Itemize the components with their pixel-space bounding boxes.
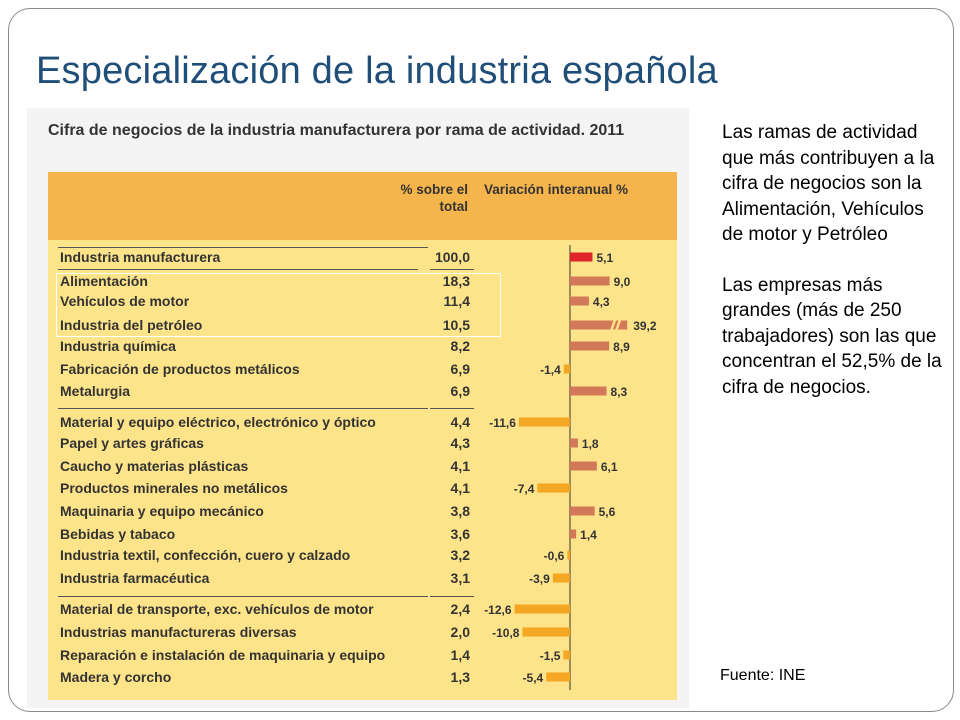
row-label: Fabricación de productos metálicos bbox=[60, 361, 300, 377]
variation-bar bbox=[570, 506, 595, 516]
row-percent: 4,4 bbox=[450, 414, 470, 430]
variation-bar bbox=[567, 550, 570, 560]
variation-value-label: -11,6 bbox=[489, 416, 516, 430]
variation-value-label: -0,6 bbox=[544, 549, 565, 563]
row-label: Caucho y materias plásticas bbox=[60, 458, 249, 474]
group-divider bbox=[430, 596, 474, 597]
group-divider bbox=[430, 408, 474, 409]
row-label: Industrias manufactureras diversas bbox=[60, 624, 297, 640]
variation-value-label: -7,4 bbox=[514, 482, 535, 496]
variation-bar bbox=[537, 483, 570, 493]
slide-title: Especialización de la industria española bbox=[36, 50, 718, 92]
row-label: Papel y artes gráficas bbox=[60, 435, 204, 451]
commentary: Las ramas de actividad que más contribuy… bbox=[722, 120, 942, 425]
row-percent: 2,0 bbox=[450, 624, 470, 640]
source-note: Fuente: INE bbox=[720, 667, 806, 684]
row-label: Industria química bbox=[60, 338, 176, 354]
row-divider bbox=[58, 247, 428, 248]
variation-bar bbox=[552, 573, 570, 583]
variation-value-label: -3,9 bbox=[529, 572, 550, 586]
row-divider bbox=[58, 269, 418, 270]
commentary-paragraph-1: Las ramas de actividad que más contribuy… bbox=[722, 122, 935, 245]
row-label: Maquinaria y equipo mecánico bbox=[60, 503, 264, 519]
variation-bar bbox=[570, 276, 610, 286]
row-label: Metalurgia bbox=[60, 383, 131, 399]
row-label: Madera y corcho bbox=[60, 669, 172, 685]
row-label: Industria del petróleo bbox=[60, 317, 203, 333]
row-percent: 3,6 bbox=[450, 526, 470, 542]
row-percent: 3,1 bbox=[450, 570, 470, 586]
row-label: Industria textil, confección, cuero y ca… bbox=[60, 547, 351, 563]
row-percent: 6,9 bbox=[450, 361, 470, 377]
variation-bar bbox=[563, 650, 570, 660]
row-label: Alimentación bbox=[60, 273, 148, 289]
row-label: Material de transporte, exc. vehículos d… bbox=[60, 601, 374, 617]
row-divider bbox=[430, 269, 474, 270]
row-label: Bebidas y tabaco bbox=[60, 526, 176, 542]
row-percent: 11,4 bbox=[443, 293, 470, 309]
variation-value-label: 5,1 bbox=[596, 251, 613, 265]
row-percent: 2,4 bbox=[450, 601, 470, 617]
variation-bar bbox=[570, 320, 628, 330]
row-label: Reparación e instalación de maquinaria y… bbox=[60, 647, 386, 663]
row-percent: 4,3 bbox=[450, 435, 470, 451]
variation-bar bbox=[518, 417, 570, 427]
group-divider bbox=[58, 408, 428, 409]
variation-bar bbox=[563, 364, 570, 374]
variation-bar bbox=[522, 627, 570, 637]
row-percent: 18,3 bbox=[442, 273, 470, 289]
row-percent: 4,1 bbox=[450, 458, 470, 474]
table-header bbox=[48, 172, 677, 240]
variation-value-label: -1,5 bbox=[540, 649, 561, 663]
row-label: Material y equipo eléctrico, electrónico… bbox=[60, 414, 376, 430]
highlight-box bbox=[56, 273, 501, 337]
variation-bar bbox=[570, 386, 607, 396]
row-percent: 3,2 bbox=[450, 547, 470, 563]
row-percent: 1,3 bbox=[450, 669, 470, 685]
row-percent: 100,0 bbox=[434, 249, 470, 265]
variation-bar bbox=[570, 529, 577, 539]
group-divider bbox=[58, 596, 428, 597]
row-percent: 6,9 bbox=[450, 383, 470, 399]
variation-bar bbox=[546, 672, 570, 682]
axis-break-mark bbox=[610, 319, 622, 331]
variation-value-label: -5,4 bbox=[523, 671, 544, 685]
figure-title: Cifra de negocios de la industria manufa… bbox=[48, 122, 625, 139]
row-percent: 8,2 bbox=[450, 338, 470, 354]
variation-bar bbox=[570, 296, 589, 306]
variation-value-label: -1,4 bbox=[540, 363, 561, 377]
variation-column-header: Variación interanual % bbox=[484, 182, 629, 197]
variation-value-label: 6,1 bbox=[601, 460, 618, 474]
row-label: Industria farmacéutica bbox=[60, 570, 210, 586]
variation-value-label: 5,6 bbox=[599, 505, 616, 519]
commentary-paragraph-2: Las empresas más grandes (más de 250 tra… bbox=[722, 274, 942, 398]
row-percent: 1,4 bbox=[450, 647, 470, 663]
row-label: Productos minerales no metálicos bbox=[60, 480, 288, 496]
variation-value-label: -12,6 bbox=[484, 603, 512, 617]
variation-bar bbox=[570, 341, 610, 351]
variation-value-label: 1,4 bbox=[580, 528, 597, 542]
row-percent: 10,5 bbox=[442, 317, 470, 333]
variation-value-label: 9,0 bbox=[614, 275, 631, 289]
variation-bar bbox=[570, 252, 593, 262]
variation-value-label: -10,8 bbox=[492, 626, 520, 640]
variation-value-label: 4,3 bbox=[593, 295, 610, 309]
pct-column-header: % sobre el total bbox=[400, 182, 468, 214]
variation-bar bbox=[570, 438, 578, 448]
variation-bar bbox=[570, 461, 597, 471]
row-percent: 4,1 bbox=[450, 480, 470, 496]
variation-value-label: 8,3 bbox=[611, 385, 628, 399]
variation-bar bbox=[514, 604, 570, 614]
variation-value-label: 39,2 bbox=[633, 319, 657, 333]
row-percent: 3,8 bbox=[450, 503, 470, 519]
row-label: Vehículos de motor bbox=[60, 293, 190, 309]
row-label: Industria manufacturera bbox=[60, 249, 221, 265]
variation-value-label: 8,9 bbox=[613, 340, 630, 354]
variation-value-label: 1,8 bbox=[582, 437, 599, 451]
